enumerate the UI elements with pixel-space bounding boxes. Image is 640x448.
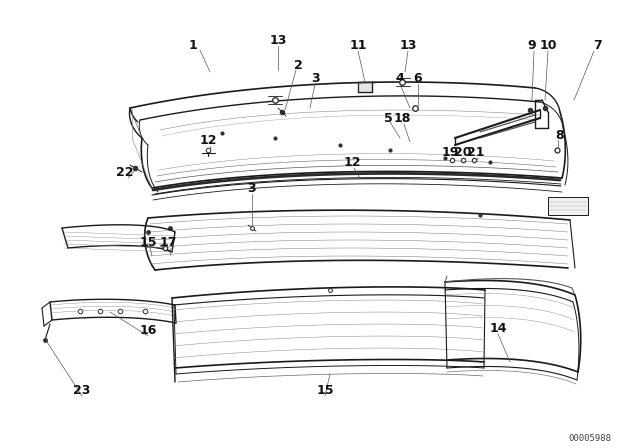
Text: 6: 6 — [413, 72, 422, 85]
Text: 13: 13 — [269, 34, 287, 47]
Text: 17: 17 — [159, 236, 177, 249]
Text: 12: 12 — [343, 155, 361, 168]
Text: 22: 22 — [116, 165, 134, 178]
Text: 15: 15 — [316, 383, 333, 396]
Text: 12: 12 — [199, 134, 217, 146]
Text: 18: 18 — [394, 112, 411, 125]
Text: 16: 16 — [140, 323, 157, 336]
Text: 00005988: 00005988 — [568, 434, 611, 443]
Text: 15: 15 — [140, 236, 157, 249]
Text: 1: 1 — [189, 39, 197, 52]
Text: 19: 19 — [442, 146, 459, 159]
Text: 11: 11 — [349, 39, 367, 52]
Text: 23: 23 — [74, 383, 91, 396]
Text: 7: 7 — [594, 39, 602, 52]
FancyBboxPatch shape — [548, 197, 588, 215]
Text: 4: 4 — [396, 72, 404, 85]
Text: 10: 10 — [540, 39, 557, 52]
Text: 2: 2 — [294, 59, 302, 72]
Text: 20: 20 — [454, 146, 472, 159]
Text: 3: 3 — [248, 181, 256, 194]
Text: 5: 5 — [383, 112, 392, 125]
Text: 14: 14 — [489, 322, 507, 335]
Text: 13: 13 — [399, 39, 417, 52]
Text: 9: 9 — [528, 39, 536, 52]
Text: 3: 3 — [310, 72, 319, 85]
Text: 21: 21 — [467, 146, 484, 159]
Text: 8: 8 — [556, 129, 564, 142]
